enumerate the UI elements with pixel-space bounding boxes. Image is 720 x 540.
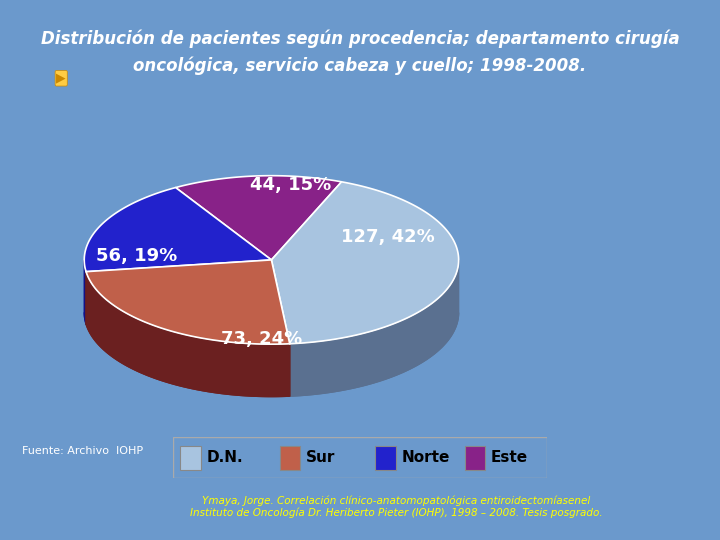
Polygon shape [84, 187, 271, 272]
Polygon shape [86, 312, 289, 396]
Polygon shape [86, 260, 289, 344]
Polygon shape [86, 260, 271, 324]
Text: Sur: Sur [306, 450, 335, 465]
Text: 56, 19%: 56, 19% [96, 247, 177, 265]
Polygon shape [271, 182, 459, 344]
Polygon shape [271, 312, 459, 396]
Polygon shape [271, 260, 289, 396]
Text: 44, 15%: 44, 15% [250, 176, 330, 194]
Polygon shape [84, 312, 271, 324]
Polygon shape [86, 260, 271, 324]
Polygon shape [271, 260, 289, 396]
Bar [375, 446, 395, 470]
Bar [180, 446, 201, 470]
Polygon shape [84, 260, 86, 324]
Bar [279, 446, 300, 470]
Polygon shape [86, 272, 289, 396]
Text: 73, 24%: 73, 24% [222, 329, 302, 348]
Text: Ymaya, Jorge. Correlación clínico-anatomopatológica entiroidectomíasenel
Institu: Ymaya, Jorge. Correlación clínico-anatom… [189, 496, 603, 518]
Bar [465, 446, 485, 470]
Text: 127, 42%: 127, 42% [341, 228, 434, 246]
Text: Este: Este [491, 450, 528, 465]
Text: Norte: Norte [401, 450, 449, 465]
Text: Fuente: Archivo  IOHP: Fuente: Archivo IOHP [22, 446, 143, 456]
Text: Distribución de pacientes según procedencia; departamento cirugía: Distribución de pacientes según proceden… [40, 30, 680, 48]
Polygon shape [176, 176, 341, 260]
Text: ▶: ▶ [56, 72, 66, 85]
Polygon shape [289, 260, 459, 396]
Text: oncológica, servicio cabeza y cuello; 1998-2008.: oncológica, servicio cabeza y cuello; 19… [133, 57, 587, 75]
Text: D.N.: D.N. [207, 450, 243, 465]
